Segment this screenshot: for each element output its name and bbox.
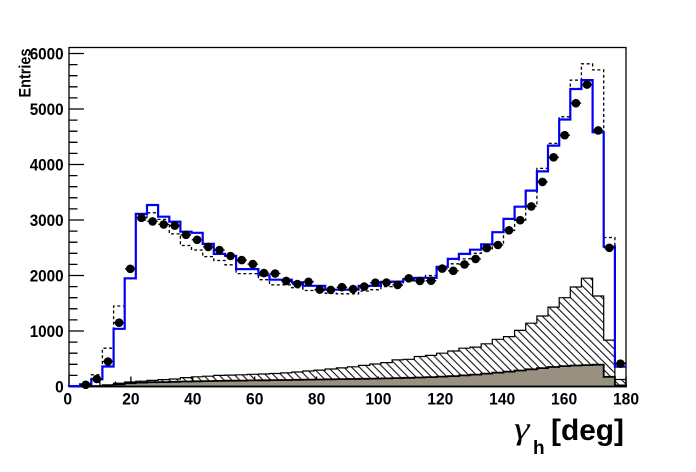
svg-text:3000: 3000	[30, 211, 64, 230]
svg-text:120: 120	[427, 390, 453, 409]
svg-text:Entries: Entries	[16, 49, 35, 98]
svg-text:2000: 2000	[30, 267, 64, 286]
svg-text:γ: γ	[514, 410, 531, 446]
svg-text:1000: 1000	[30, 322, 64, 341]
svg-text:h: h	[533, 438, 545, 459]
svg-text:80: 80	[308, 390, 325, 409]
svg-text:[deg]: [deg]	[551, 414, 624, 447]
svg-text:6000: 6000	[30, 45, 64, 64]
svg-text:20: 20	[122, 390, 139, 409]
svg-text:180: 180	[613, 390, 639, 409]
svg-text:5000: 5000	[30, 100, 64, 119]
svg-text:160: 160	[551, 390, 577, 409]
svg-text:140: 140	[489, 390, 515, 409]
svg-text:4000: 4000	[30, 156, 64, 175]
svg-text:40: 40	[184, 390, 201, 409]
svg-text:60: 60	[246, 390, 263, 409]
svg-text:0: 0	[55, 378, 64, 397]
svg-text:0: 0	[63, 390, 72, 409]
svg-text:100: 100	[365, 390, 391, 409]
